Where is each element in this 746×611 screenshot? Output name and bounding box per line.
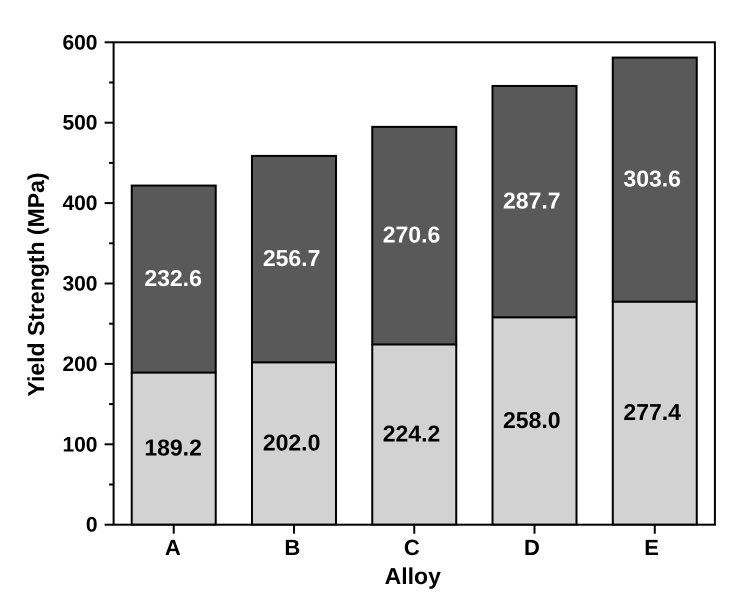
svg-text:224.2: 224.2: [383, 421, 441, 447]
svg-text:E: E: [644, 535, 659, 560]
svg-text:D: D: [524, 535, 540, 560]
svg-text:200: 200: [62, 353, 97, 376]
svg-text:189.2: 189.2: [144, 435, 202, 461]
svg-text:B: B: [284, 535, 300, 560]
svg-text:277.4: 277.4: [623, 399, 681, 425]
svg-text:287.7: 287.7: [503, 188, 561, 214]
svg-text:500: 500: [62, 112, 97, 135]
svg-text:202.0: 202.0: [263, 430, 321, 456]
svg-text:C: C: [404, 535, 420, 560]
svg-text:300: 300: [62, 273, 97, 296]
svg-text:303.6: 303.6: [623, 166, 681, 192]
svg-text:0: 0: [86, 514, 98, 537]
svg-text:232.6: 232.6: [144, 265, 202, 291]
svg-text:100: 100: [62, 433, 97, 456]
svg-text:400: 400: [62, 192, 97, 215]
svg-text:270.6: 270.6: [383, 222, 441, 248]
svg-text:600: 600: [62, 31, 97, 54]
svg-text:Alloy: Alloy: [385, 563, 441, 589]
svg-text:A: A: [165, 535, 181, 560]
svg-text:Yield Strength (MPa): Yield Strength (MPa): [23, 172, 49, 396]
svg-text:258.0: 258.0: [503, 407, 561, 433]
svg-text:256.7: 256.7: [263, 245, 321, 271]
